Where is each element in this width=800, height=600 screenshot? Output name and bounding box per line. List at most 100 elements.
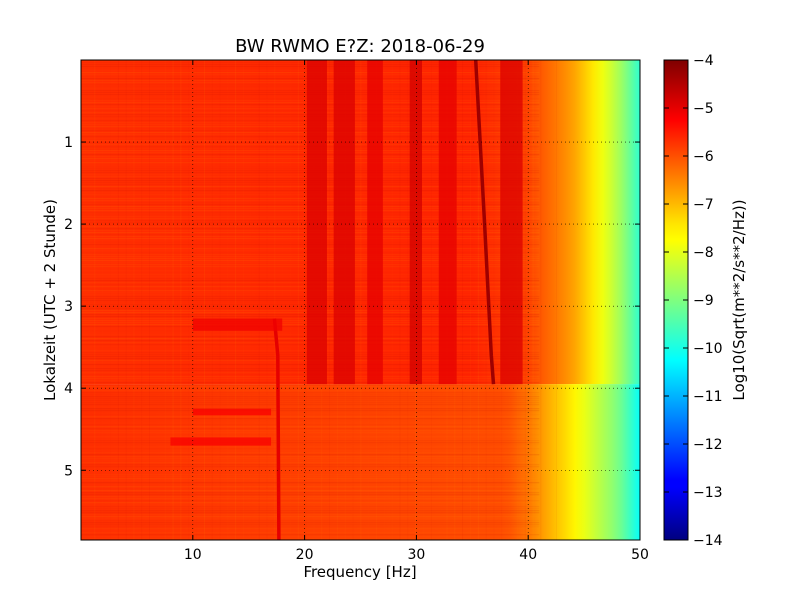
colorbar-tick-label: −13 <box>693 485 723 501</box>
feature-event-3.2h <box>192 318 283 331</box>
heatmap-column <box>297 60 299 540</box>
heatmap-column <box>219 60 221 540</box>
grid-lines <box>81 60 640 540</box>
heatmap-row <box>81 418 540 420</box>
heatmap-column <box>251 60 252 540</box>
heatmap-row <box>81 384 540 386</box>
heatmap-row <box>81 426 540 428</box>
heatmap-row <box>81 532 540 534</box>
heatmap-row <box>81 534 540 536</box>
heatmap-row <box>81 416 540 418</box>
colorbar-tick-label: −10 <box>693 341 723 357</box>
heatmap-column <box>87 60 88 540</box>
heatmap-column <box>125 60 127 540</box>
heatmap-row <box>81 502 540 504</box>
heatmap-row <box>81 400 540 402</box>
heatmap-column <box>258 60 260 540</box>
colorbar-tick-label: −14 <box>693 533 723 549</box>
heatmap-row <box>81 398 540 400</box>
colorbar-tick-label: −11 <box>693 389 723 405</box>
heatmap-row <box>81 402 540 404</box>
heatmap-row <box>81 522 540 524</box>
heatmap-row <box>81 440 540 442</box>
heatmap-row <box>81 454 540 456</box>
heatmap-row <box>81 408 540 410</box>
y-tick-label: 3 <box>64 299 73 315</box>
heatmap-row <box>81 428 540 430</box>
chart-title: BW RWMO E?Z: 2018-06-29 <box>235 36 485 57</box>
y-axis-title: Lokalzeit (UTC + 2 Stunde) <box>41 199 59 401</box>
heatmap-row <box>81 524 540 526</box>
heatmap-row <box>81 442 540 444</box>
heatmap-row <box>81 476 540 478</box>
heatmap-column <box>494 60 495 540</box>
heatmap-column <box>407 60 409 540</box>
colorbar-tick-label: −12 <box>693 437 723 453</box>
heatmap-row <box>81 466 540 468</box>
x-axis-ticks: 10 20 30 40 50 <box>184 60 649 563</box>
heatmap-row <box>81 538 540 540</box>
heatmap-column <box>477 60 479 540</box>
heatmap-row <box>81 482 540 484</box>
heatmap-column <box>306 60 307 540</box>
y-tick-label: 4 <box>64 381 73 397</box>
heatmap-column <box>211 60 213 540</box>
heatmap-row <box>81 496 540 498</box>
x-tick-label: 50 <box>631 547 649 563</box>
colorbar-tick-label: −8 <box>693 245 714 261</box>
heatmap-row <box>81 424 540 426</box>
x-tick-label: 40 <box>519 547 537 563</box>
heatmap-row <box>81 500 540 502</box>
heatmap-row <box>81 508 540 510</box>
plot-frame <box>80 59 641 541</box>
heatmap-column <box>556 60 557 540</box>
heatmap-row <box>81 458 540 460</box>
feature-band-25.5-27 <box>367 60 383 385</box>
x-tick-label: 10 <box>184 547 202 563</box>
heatmap-column <box>117 60 119 540</box>
heatmap-column <box>462 60 464 540</box>
heatmap-row <box>81 506 540 508</box>
heatmap-row <box>81 462 540 464</box>
heatmap-row <box>81 430 540 432</box>
heatmap-row <box>81 486 540 488</box>
y-tick-label: 1 <box>64 135 73 151</box>
heatmap-column <box>290 60 291 540</box>
heatmap-column <box>149 60 150 540</box>
feature-band-22.5-24.5 <box>333 60 355 385</box>
heatmap-column <box>548 60 549 540</box>
heatmap-cells <box>81 60 640 540</box>
feature-drifting-tone <box>473 60 496 385</box>
heatmap-row <box>81 456 540 458</box>
heatmap-column <box>485 60 487 540</box>
heatmap-row <box>81 452 540 454</box>
heatmap-column <box>110 60 111 540</box>
heatmap-column <box>133 60 135 540</box>
heatmap-column <box>384 60 385 540</box>
heatmap-row <box>81 516 540 518</box>
heatmap-column <box>524 60 526 540</box>
heatmap-column <box>470 60 471 540</box>
heatmap-column <box>392 60 393 540</box>
heatmap-row <box>81 498 540 500</box>
colorbar-tick-label: −5 <box>693 101 714 117</box>
colorbar-title: Log10(Sqrt(m**2/s**2/Hz)) <box>730 199 748 400</box>
heatmap-row <box>81 478 540 480</box>
heatmap-column <box>423 60 424 540</box>
heatmap-column <box>102 60 103 540</box>
feature-band-37.5-39.5 <box>500 60 523 385</box>
heatmap-column <box>172 60 174 540</box>
heatmap-row <box>81 386 540 388</box>
heatmap-column <box>329 60 330 540</box>
heatmap-column <box>188 60 189 540</box>
x-tick-label: 20 <box>296 547 314 563</box>
heatmap-segment <box>81 384 640 540</box>
feature-band-29.5-30.5 <box>409 60 422 385</box>
feature-band-32-33.5 <box>438 60 457 385</box>
heatmap-row <box>81 404 540 406</box>
spectral-features <box>170 60 523 540</box>
heatmap-row <box>81 390 540 392</box>
heatmap-row <box>81 514 540 516</box>
heatmap-column <box>540 60 542 540</box>
